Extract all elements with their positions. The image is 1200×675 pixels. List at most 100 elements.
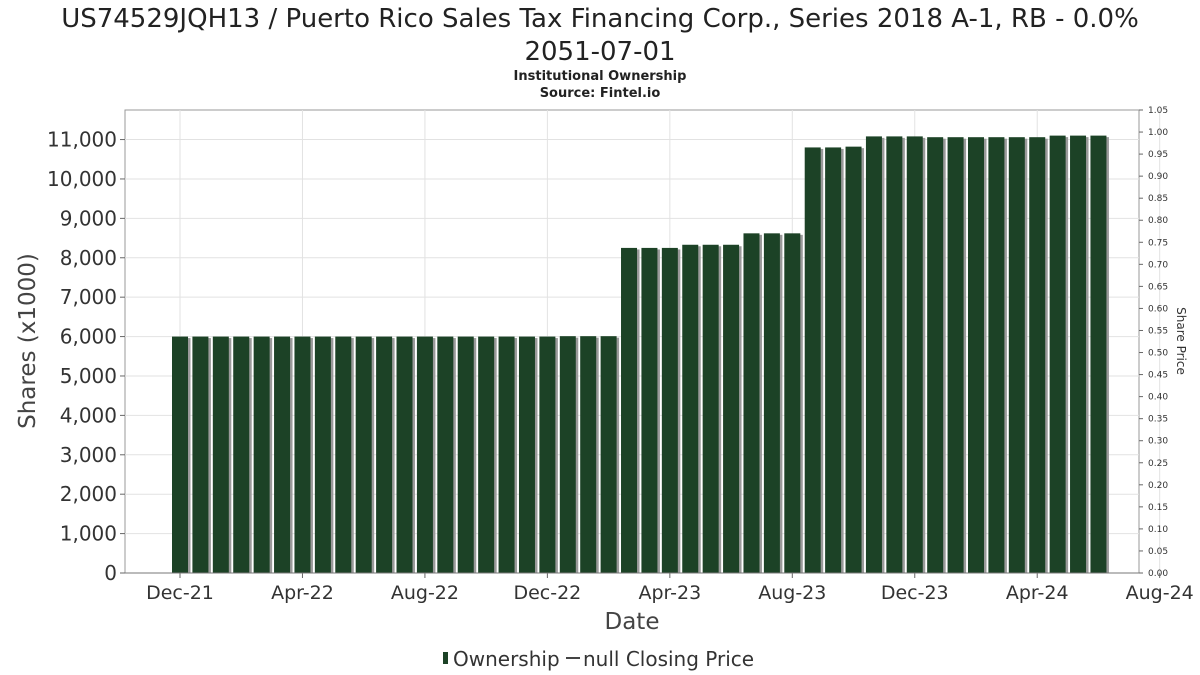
y-tick-label: 0	[104, 561, 117, 585]
left-axis-ticks: 0 1,000 2,000 3,000 4,000 5,000 6,000 7,000 8,00…	[47, 128, 125, 585]
ownership-bar	[967, 137, 984, 573]
ownership-bar	[906, 136, 923, 573]
ownership-bar	[518, 336, 535, 573]
y2-tick-label: 0.10	[1148, 525, 1168, 535]
ownership-bar	[457, 336, 474, 573]
chart-source: Source: Fintel.io	[540, 86, 661, 101]
y2-tick-label: 0.15	[1148, 503, 1168, 513]
x-tick-label: Dec-22	[513, 582, 581, 604]
ownership-bar	[702, 244, 719, 573]
ownership-bar	[355, 336, 372, 573]
ownership-bar	[253, 336, 270, 573]
bars-group	[172, 135, 1109, 574]
legend-ownership-label: Ownership	[453, 647, 560, 671]
chart-subtitle: Institutional Ownership	[514, 69, 687, 84]
y2-tick-label: 0.05	[1148, 547, 1168, 557]
x-tick-label: Dec-23	[881, 582, 949, 604]
ownership-bar	[376, 336, 393, 573]
x-tick-label: Aug-22	[391, 582, 459, 604]
ownership-bar	[437, 336, 454, 573]
y-tick-label: 9,000	[60, 206, 117, 230]
legend: Ownership null Closing Price	[443, 647, 754, 671]
y-tick-label: 6,000	[60, 325, 117, 349]
ownership-bar	[1090, 135, 1107, 573]
x-tick-label: Aug-24	[1126, 582, 1194, 604]
y2-tick-label: 0.70	[1148, 260, 1168, 270]
y-tick-label: 11,000	[47, 128, 117, 152]
ownership-bar	[212, 336, 229, 573]
y2-tick-label: 0.20	[1148, 481, 1168, 491]
y-tick-label: 1,000	[60, 522, 117, 546]
x-tick-label: Aug-23	[758, 582, 826, 604]
y2-tick-label: 0.80	[1148, 216, 1168, 226]
x-tick-label: Dec-21	[146, 582, 214, 604]
y-axis-label: Shares (x1000)	[15, 253, 41, 429]
ownership-bar	[682, 244, 699, 573]
y-tick-label: 3,000	[60, 443, 117, 467]
ownership-bar	[743, 233, 760, 573]
y-tick-label: 8,000	[60, 246, 117, 270]
ownership-bar	[335, 336, 352, 573]
y2-tick-label: 0.60	[1148, 304, 1168, 314]
ownership-bar	[763, 233, 780, 573]
y2-tick-label: 0.25	[1148, 459, 1168, 469]
ownership-bar	[396, 336, 413, 573]
ownership-bar	[804, 147, 821, 574]
ownership-bar	[825, 147, 842, 574]
y2-tick-label: 0.40	[1148, 393, 1168, 403]
y2-tick-label: 0.55	[1148, 326, 1168, 336]
y2-tick-label: 0.85	[1148, 194, 1168, 204]
ownership-bar	[845, 146, 862, 574]
x-tick-label: Apr-24	[1006, 582, 1069, 604]
legend-price-label: null Closing Price	[583, 647, 754, 671]
right-axis-ticks: 0.00 0.05 0.10 0.15 0.20 0.25 0.30 0.35 0.40 0.45…	[1139, 106, 1168, 579]
y-tick-label: 7,000	[60, 285, 117, 309]
ownership-bar	[539, 336, 556, 573]
y2-tick-label: 0.65	[1148, 282, 1168, 292]
y2-tick-label: 0.95	[1148, 150, 1168, 160]
chart-title-line2: 2051-07-01	[524, 37, 675, 67]
ownership-bar	[865, 136, 882, 573]
y-tick-label: 4,000	[60, 403, 117, 427]
ownership-bar	[314, 336, 331, 573]
ownership-bar	[233, 336, 250, 573]
ownership-bar	[1008, 137, 1025, 573]
y2-tick-label: 1.05	[1148, 106, 1168, 116]
y2-axis-label: Share Price	[1174, 307, 1188, 375]
ownership-bar	[294, 336, 311, 573]
ownership-bar	[192, 336, 209, 573]
ownership-bar	[621, 247, 638, 573]
ownership-bar	[988, 137, 1005, 573]
ownership-bar	[947, 137, 964, 573]
y2-tick-label: 0.50	[1148, 349, 1168, 359]
ownership-bar	[1070, 135, 1087, 573]
x-tick-label: Apr-22	[271, 582, 334, 604]
legend-ownership-swatch	[443, 652, 448, 664]
y2-tick-label: 0.30	[1148, 437, 1168, 447]
ownership-bar	[600, 336, 617, 573]
ownership-bar	[274, 336, 291, 573]
x-axis-ticks: Dec-21 Apr-22 Aug-22 Dec-22 Apr-23 Aug-23 Dec-…	[125, 572, 1194, 604]
y2-tick-label: 0.00	[1148, 569, 1168, 579]
x-axis-label: Date	[605, 609, 660, 635]
y2-tick-label: 1.00	[1148, 128, 1168, 138]
ownership-bar	[927, 137, 944, 573]
ownership-bar	[172, 336, 188, 573]
ownership-bar	[498, 336, 515, 573]
ownership-bar	[641, 247, 658, 573]
y2-tick-label: 0.75	[1148, 238, 1168, 248]
ownership-bar	[886, 136, 903, 573]
y2-tick-label: 0.45	[1148, 371, 1168, 381]
y2-tick-label: 0.90	[1148, 172, 1168, 182]
chart-title-line1: US74529JQH13 / Puerto Rico Sales Tax Fin…	[61, 4, 1139, 34]
y-tick-label: 10,000	[47, 167, 117, 191]
y2-tick-label: 0.35	[1148, 415, 1168, 425]
ownership-bar	[559, 336, 576, 573]
x-tick-label: Apr-23	[638, 582, 701, 604]
ownership-bar	[784, 233, 801, 573]
ownership-bar	[661, 247, 678, 573]
ownership-bar	[1029, 137, 1046, 573]
ownership-bar	[723, 244, 740, 573]
ownership-bar	[478, 336, 495, 573]
